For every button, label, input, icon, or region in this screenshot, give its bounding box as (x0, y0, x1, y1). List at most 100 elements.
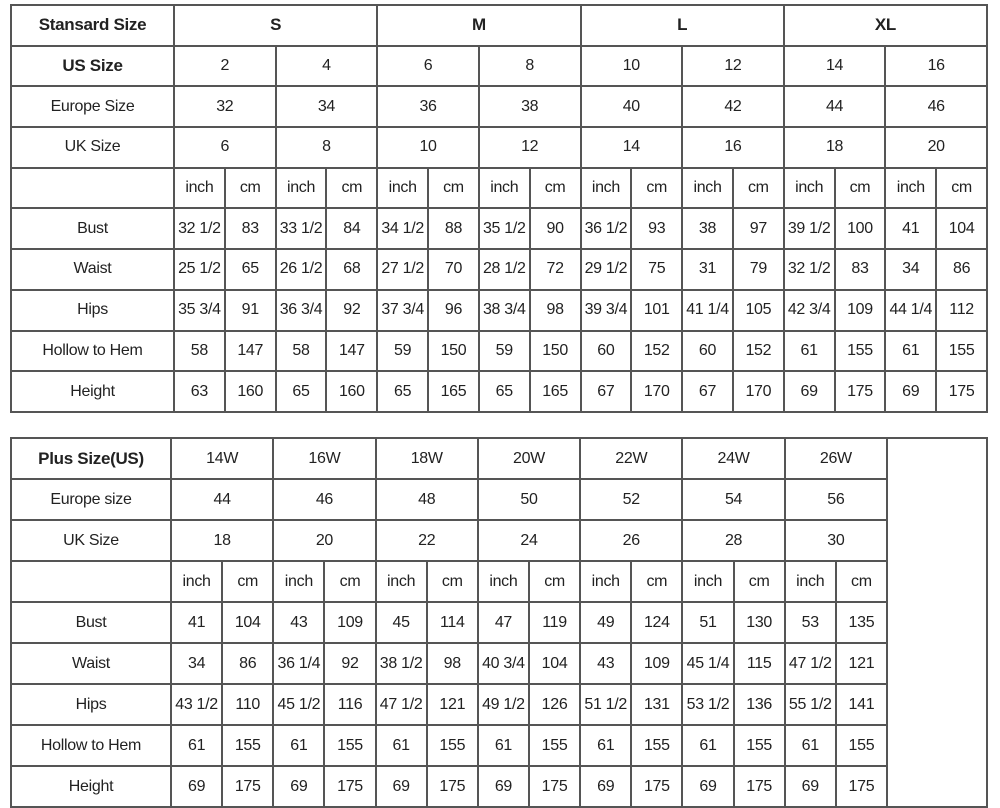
table-cell: 20 (884, 126, 988, 169)
unit-header: inch (884, 166, 938, 210)
unit-header: inch (376, 166, 430, 210)
table-cell: 47 1/2 (783, 642, 837, 685)
table-cell: 61 (782, 329, 836, 373)
row-label: UK Size (10, 519, 172, 562)
table-cell: 14 (579, 126, 684, 169)
unit-header: inch (783, 560, 837, 603)
table-cell: 26 1/2 (274, 248, 328, 291)
table-cell: 60 (681, 329, 734, 373)
table-cell: 72 (528, 248, 582, 291)
table-cell: 121 (425, 683, 479, 726)
table-cell: 121 (834, 642, 889, 685)
table-cell: 160 (223, 370, 277, 413)
table-cell: 41 (169, 601, 224, 644)
table-cell: 8 (477, 44, 582, 88)
row-label: Height (10, 765, 172, 808)
table-cell: 175 (425, 765, 479, 808)
unit-row: inch cm inch cm inch cm inch cm inch cm inch cm inch… (10, 560, 987, 603)
table-cell: 10 (376, 126, 480, 169)
table-cell: 42 (681, 85, 785, 129)
table-cell: 155 (527, 724, 582, 767)
size-group-header: L (579, 4, 785, 47)
row-label: Hollow to Hem (10, 724, 172, 767)
table-cell: 4 (274, 44, 379, 88)
table-cell: 52 (579, 478, 684, 521)
table-cell: 16 (681, 126, 785, 169)
row-label: Waist (10, 642, 172, 685)
table-cell: 30 (783, 519, 889, 562)
unit-header: inch (579, 166, 633, 210)
table-cell: 101 (630, 288, 684, 332)
unit-header: inch (476, 560, 530, 603)
table-cell: 152 (731, 329, 785, 373)
table-cell: 44 1/4 (884, 288, 938, 332)
table-cell: 69 (783, 765, 837, 808)
table-cell: 69 (169, 765, 224, 808)
table-cell: 65 (477, 370, 531, 413)
row-label: Waist (10, 248, 175, 291)
table-cell: 155 (732, 724, 786, 767)
unit-header: cm (223, 166, 277, 210)
table-cell: 86 (221, 642, 275, 685)
empty-column (886, 437, 988, 808)
unit-header: inch (272, 560, 326, 603)
table-cell: 41 (884, 207, 938, 251)
table-cell: 8 (274, 126, 379, 169)
unit-header: inch (681, 560, 735, 603)
row-label: Europe size (10, 478, 172, 521)
table-cell: 96 (427, 288, 480, 332)
table-cell: 126 (527, 683, 582, 726)
table-cell: 12 (681, 44, 785, 88)
table-cell: 61 (272, 724, 326, 767)
table-cell: 14 (782, 44, 887, 88)
table-cell: 32 (173, 85, 277, 129)
table-cell: 41 1/4 (681, 288, 734, 332)
table-cell: 175 (732, 765, 786, 808)
table-cell: 147 (325, 329, 379, 373)
table-cell: 160 (325, 370, 379, 413)
table-cell: 18W (374, 437, 479, 480)
table-cell: 45 1/4 (681, 642, 735, 685)
table-cell: 155 (833, 329, 887, 373)
table-cell: 97 (731, 207, 785, 251)
table-cell: 69 (272, 765, 326, 808)
table-cell: 63 (173, 370, 226, 413)
table-cell: 165 (427, 370, 480, 413)
table-cell: 104 (527, 642, 582, 685)
table-cell: 22W (579, 437, 684, 480)
table-cell: 60 (579, 329, 633, 373)
table-cell: 38 (681, 207, 734, 251)
row-label: Height (10, 370, 175, 413)
table-cell: 67 (681, 370, 734, 413)
table-cell: 20 (272, 519, 377, 562)
table-cell: 84 (325, 207, 379, 251)
unit-header: inch (681, 166, 734, 210)
plus-size-table: Plus Size(US) 14W 16W 18W 20W 22W 24W 26W Europe… (10, 437, 988, 808)
unit-header: cm (528, 166, 582, 210)
table-cell: 109 (323, 601, 377, 644)
table-cell: 55 1/2 (783, 683, 837, 726)
table-cell: 69 (579, 765, 633, 808)
table-cell: 36 1/2 (579, 207, 633, 251)
table-cell: 92 (323, 642, 377, 685)
table-cell: 88 (427, 207, 480, 251)
empty-cell (10, 166, 175, 210)
table-cell: 43 (579, 642, 633, 685)
table-cell: 34 (884, 248, 938, 291)
table-cell: 33 1/2 (274, 207, 328, 251)
table-cell: 16W (272, 437, 377, 480)
size-row: Europe Size 32 34 36 38 40 42 44 46 (10, 85, 988, 129)
table-cell: 44 (169, 478, 275, 521)
table-cell: 53 1/2 (681, 683, 735, 726)
table-cell: 53 (783, 601, 837, 644)
table-cell: 155 (834, 724, 889, 767)
table-cell: 39 1/2 (782, 207, 836, 251)
table-cell: 50 (476, 478, 582, 521)
measurement-row: Bust 32 1/2 83 33 1/2 84 34 1/2 88 35 1/2 90 36 1… (10, 207, 988, 251)
table-cell: 130 (732, 601, 786, 644)
table-cell: 152 (630, 329, 684, 373)
table-cell: 34 1/2 (376, 207, 430, 251)
table-cell: 37 3/4 (376, 288, 430, 332)
row-label: Bust (10, 207, 175, 251)
table-cell: 24W (681, 437, 786, 480)
